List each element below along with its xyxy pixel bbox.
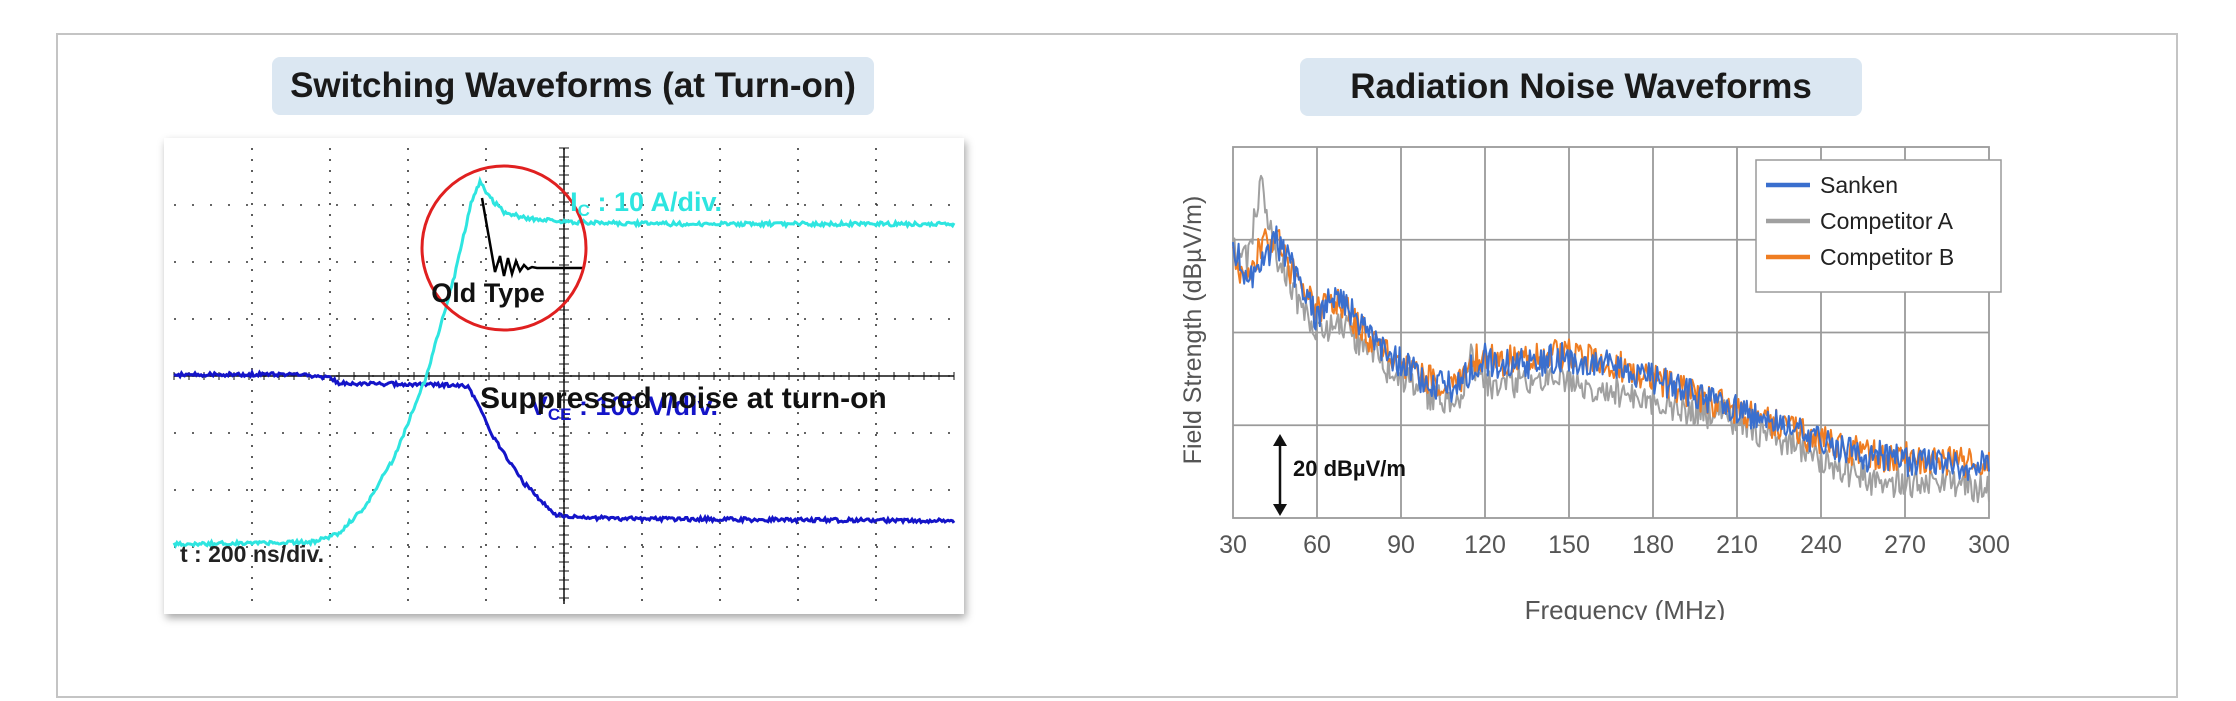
vce-label-main: V: [530, 391, 548, 421]
old-type-circle: [420, 164, 588, 332]
radiation-noise-chart: 30 60 90 120 150 180 210 240 270 300 Frequency (M…: [1160, 140, 2060, 625]
time-scale-label: t : 200 ns/div.: [180, 541, 324, 567]
y-axis-label: Field Strength (dBµV/m): [1179, 196, 1207, 465]
x-tick-label: 90: [1387, 531, 1415, 559]
legend-label: Competitor B: [1820, 244, 1954, 270]
ic-label-rest: : 10 A/div.: [590, 187, 722, 217]
vce-label-sub: CE: [548, 405, 572, 424]
scale-indicator: 20 dBµV/m: [1273, 434, 1406, 516]
vce-trace: [173, 368, 956, 526]
chart-series: [1232, 174, 1990, 504]
scale-arrow-up-icon: [1273, 434, 1287, 446]
x-tick-label: 60: [1303, 531, 1331, 559]
ic-label-sub: C: [578, 201, 590, 220]
ic-trace: [172, 175, 956, 550]
vce-label-rest: : 100 V/div.: [571, 391, 718, 421]
ic-label-main: I: [570, 187, 578, 217]
ic-scale-label: IC : 10 A/div.: [570, 187, 722, 220]
oscilloscope-display: Old Type IC : 10 A/div. VCE : 100 V/div.…: [164, 138, 964, 614]
x-axis-label: Frequency (MHz): [1525, 595, 1726, 620]
x-tick-label: 270: [1884, 531, 1926, 559]
suppressed-noise-annotation: Suppressed noise at turn-on: [480, 382, 887, 415]
old-type-ringing-trace: [480, 197, 584, 279]
x-tick-label: 30: [1219, 531, 1247, 559]
x-tick-label: 240: [1800, 531, 1842, 559]
x-tick-label: 180: [1632, 531, 1674, 559]
x-tick-label: 300: [1968, 531, 2010, 559]
scale-arrow-down-icon: [1273, 504, 1287, 516]
legend-label: Competitor A: [1820, 208, 1954, 234]
figure-frame: [56, 33, 2178, 698]
series-line-competitor-a: [1232, 174, 1990, 504]
legend-label: Sanken: [1820, 172, 1898, 198]
old-type-label: Old Type: [431, 278, 545, 308]
scope-grid: [173, 147, 955, 604]
vce-scale-label: VCE : 100 V/div.: [530, 391, 718, 424]
x-tick-label: 210: [1716, 531, 1758, 559]
x-tick-label: 150: [1548, 531, 1590, 559]
right-panel-title: Radiation Noise Waveforms: [1300, 58, 1862, 116]
oscilloscope-svg: Old Type IC : 10 A/div. VCE : 100 V/div.…: [172, 147, 956, 604]
series-line-sanken: [1232, 225, 1990, 481]
legend-box: [1755, 159, 2002, 293]
chart-svg: 30 60 90 120 150 180 210 240 270 300 Frequency (M…: [1179, 146, 2010, 625]
scale-label: 20 dBµV/m: [1293, 456, 1406, 481]
chart-legend: Sanken Competitor A Competitor B: [1755, 159, 2002, 293]
left-panel-title: Switching Waveforms (at Turn-on): [272, 57, 874, 115]
x-tick-label: 120: [1464, 531, 1506, 559]
x-tick-labels: 30 60 90 120 150 180 210 240 270 300: [1219, 531, 2010, 559]
